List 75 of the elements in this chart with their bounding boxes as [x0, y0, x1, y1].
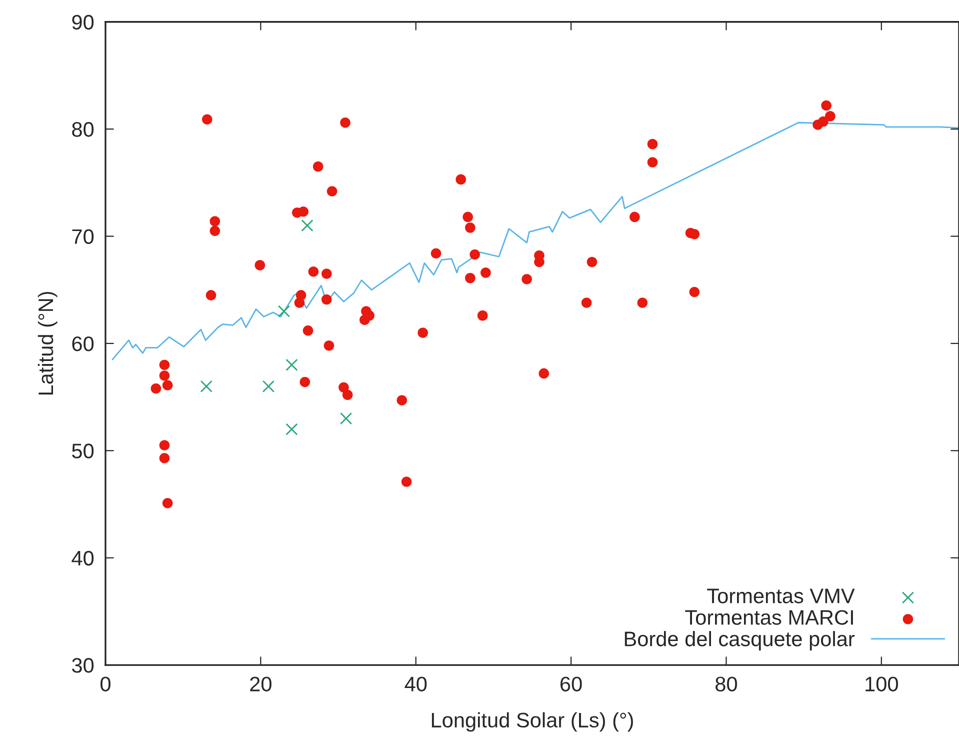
- point: [210, 226, 220, 236]
- point: [298, 206, 308, 217]
- point: [286, 423, 298, 436]
- point: [586, 256, 598, 268]
- line-series: [112, 122, 959, 360]
- point: [159, 360, 170, 370]
- point: [689, 286, 700, 298]
- point: [630, 212, 640, 222]
- point: [200, 380, 212, 392]
- point: [465, 272, 476, 284]
- point: [825, 111, 836, 122]
- point: [647, 157, 658, 168]
- point: [159, 440, 170, 450]
- point: [818, 116, 828, 127]
- point: [294, 298, 305, 308]
- point: [338, 382, 349, 393]
- point: [302, 325, 314, 336]
- point: [206, 290, 216, 300]
- point: [465, 222, 476, 233]
- x-axis-title: Longitud Solar (Ls) (°): [432, 712, 633, 732]
- x-tick-label: 80: [716, 676, 737, 692]
- x-tick-label: 0: [100, 676, 110, 692]
- x-tick-label: 40: [404, 676, 427, 692]
- point: [396, 395, 408, 406]
- point: [300, 376, 310, 388]
- point: [637, 298, 648, 308]
- point: [430, 248, 442, 259]
- y-tick-label: 30: [72, 658, 94, 673]
- x-tick-label: 20: [250, 676, 272, 692]
- point: [340, 117, 350, 128]
- point: [477, 310, 488, 321]
- point: [312, 161, 324, 172]
- point: [538, 368, 550, 379]
- point: [401, 476, 412, 487]
- point: [342, 390, 353, 400]
- point: [262, 380, 275, 392]
- legend-label: Tormentas MARCI: [685, 610, 853, 625]
- x-tick-label: 100: [866, 676, 898, 692]
- point: [278, 305, 290, 318]
- point: [418, 328, 428, 338]
- x-tick-label: 60: [560, 676, 582, 692]
- y-tick-label: 80: [72, 122, 94, 137]
- point: [647, 138, 658, 150]
- point: [821, 100, 832, 111]
- y-tick-label: 40: [72, 550, 94, 566]
- legend-label: Tormentas VMV: [707, 588, 855, 604]
- point: [150, 383, 162, 394]
- point: [480, 268, 491, 278]
- point: [254, 260, 266, 270]
- y-axis-title: Latitud (°N): [38, 292, 58, 395]
- point: [324, 340, 334, 351]
- point: [470, 249, 480, 260]
- y-tick-label: 60: [72, 336, 94, 352]
- point: [581, 298, 592, 308]
- point: [162, 498, 173, 508]
- point: [159, 370, 170, 381]
- point: [162, 380, 173, 390]
- point: [210, 216, 220, 226]
- point: [286, 358, 298, 371]
- point: [522, 274, 532, 284]
- point: [456, 174, 466, 185]
- y-tick-label: 70: [72, 229, 94, 244]
- point: [321, 268, 332, 279]
- point: [301, 219, 314, 232]
- point: [326, 186, 338, 196]
- legend-label: Borde del casquete polar: [624, 631, 855, 650]
- point: [321, 294, 332, 305]
- point: [308, 266, 319, 277]
- y-tick-label: 90: [72, 14, 94, 30]
- point: [359, 314, 370, 326]
- point: [202, 114, 212, 125]
- y-tick-label: 50: [72, 444, 94, 458]
- point: [159, 452, 170, 464]
- point: [462, 212, 473, 222]
- point: [340, 412, 352, 425]
